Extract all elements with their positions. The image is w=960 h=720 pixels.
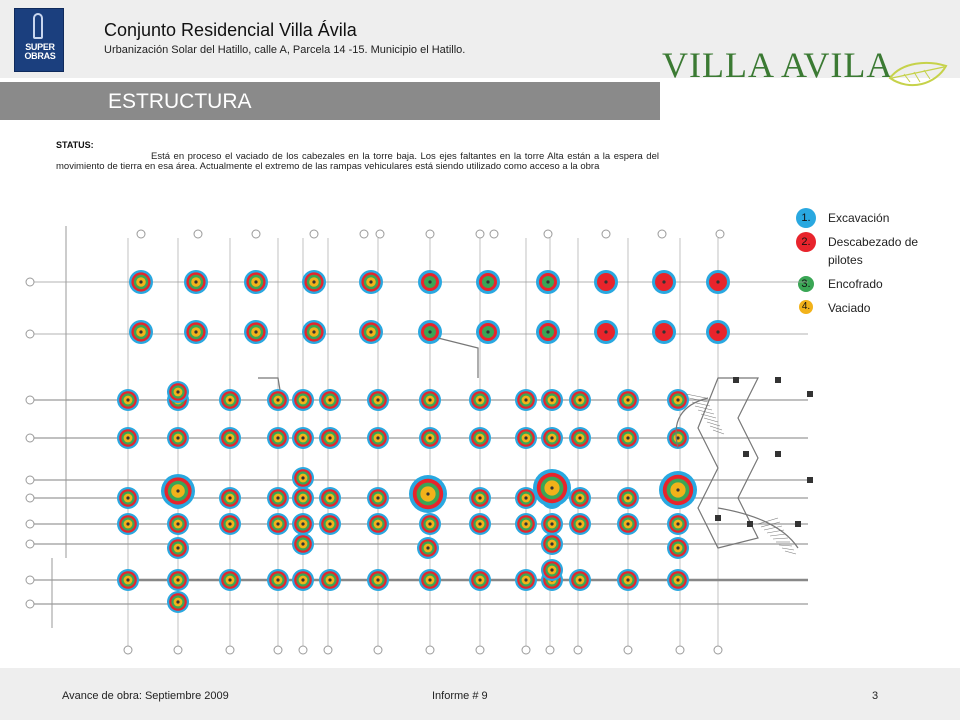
page-title: Conjunto Residencial Villa Ávila — [104, 20, 357, 40]
legend-label: Vaciado — [828, 301, 871, 315]
wrench-icon — [33, 13, 43, 39]
legend-label: Excavación — [828, 211, 890, 225]
footer: Avance de obra: Septiembre 2009 Informe … — [0, 668, 960, 720]
legend-number: 4. — [799, 300, 813, 314]
section-title: ESTRUCTURA — [108, 90, 252, 113]
legend-label: Descabezado de pilotes — [828, 235, 919, 267]
foundation-plan — [25, 226, 813, 655]
footer-report: Informe # 9 — [432, 690, 488, 702]
legend: 1. Excavación 2. Descabezado de pilotes … — [796, 206, 946, 320]
header-band — [0, 0, 960, 78]
logo-line-1: SUPER — [25, 42, 55, 52]
status-text: Está en proceso el vaciado de los cabeza… — [56, 151, 659, 172]
plan-piles — [117, 270, 730, 613]
status-label: STATUS: — [56, 140, 94, 150]
legend-number: 1. — [796, 208, 816, 228]
villa-avila-brand: VILLA AVILA — [662, 45, 894, 85]
legend-item-encofrado: 3. Encofrado — [796, 272, 946, 294]
plan-details — [258, 337, 813, 555]
legend-item-excavacion: 1. Excavación — [796, 206, 946, 228]
logo-line-2: OBRAS — [24, 51, 56, 61]
section-bar: ESTRUCTURA — [0, 82, 660, 120]
legend-label: Encofrado — [828, 277, 883, 291]
legend-item-descabezado: 2. Descabezado de pilotes — [796, 230, 946, 270]
legend-number: 2. — [796, 232, 816, 252]
leaf-icon — [888, 61, 948, 87]
footer-progress: Avance de obra: Septiembre 2009 — [62, 690, 229, 702]
footer-page-number: 3 — [872, 690, 879, 702]
legend-item-vaciado: 4. Vaciado — [796, 296, 946, 318]
page-subtitle: Urbanización Solar del Hatillo, calle A,… — [104, 44, 466, 56]
legend-number: 3. — [798, 276, 814, 292]
logo-text: SUPER OBRAS — [23, 43, 57, 61]
super-obras-logo: SUPER OBRAS — [14, 8, 64, 72]
